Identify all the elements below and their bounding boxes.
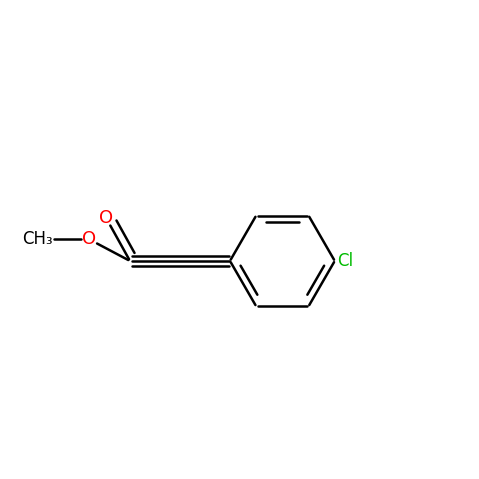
Text: CH₃: CH₃ xyxy=(22,230,52,249)
Text: O: O xyxy=(99,209,113,227)
Text: Cl: Cl xyxy=(337,252,353,270)
Text: O: O xyxy=(82,230,97,249)
